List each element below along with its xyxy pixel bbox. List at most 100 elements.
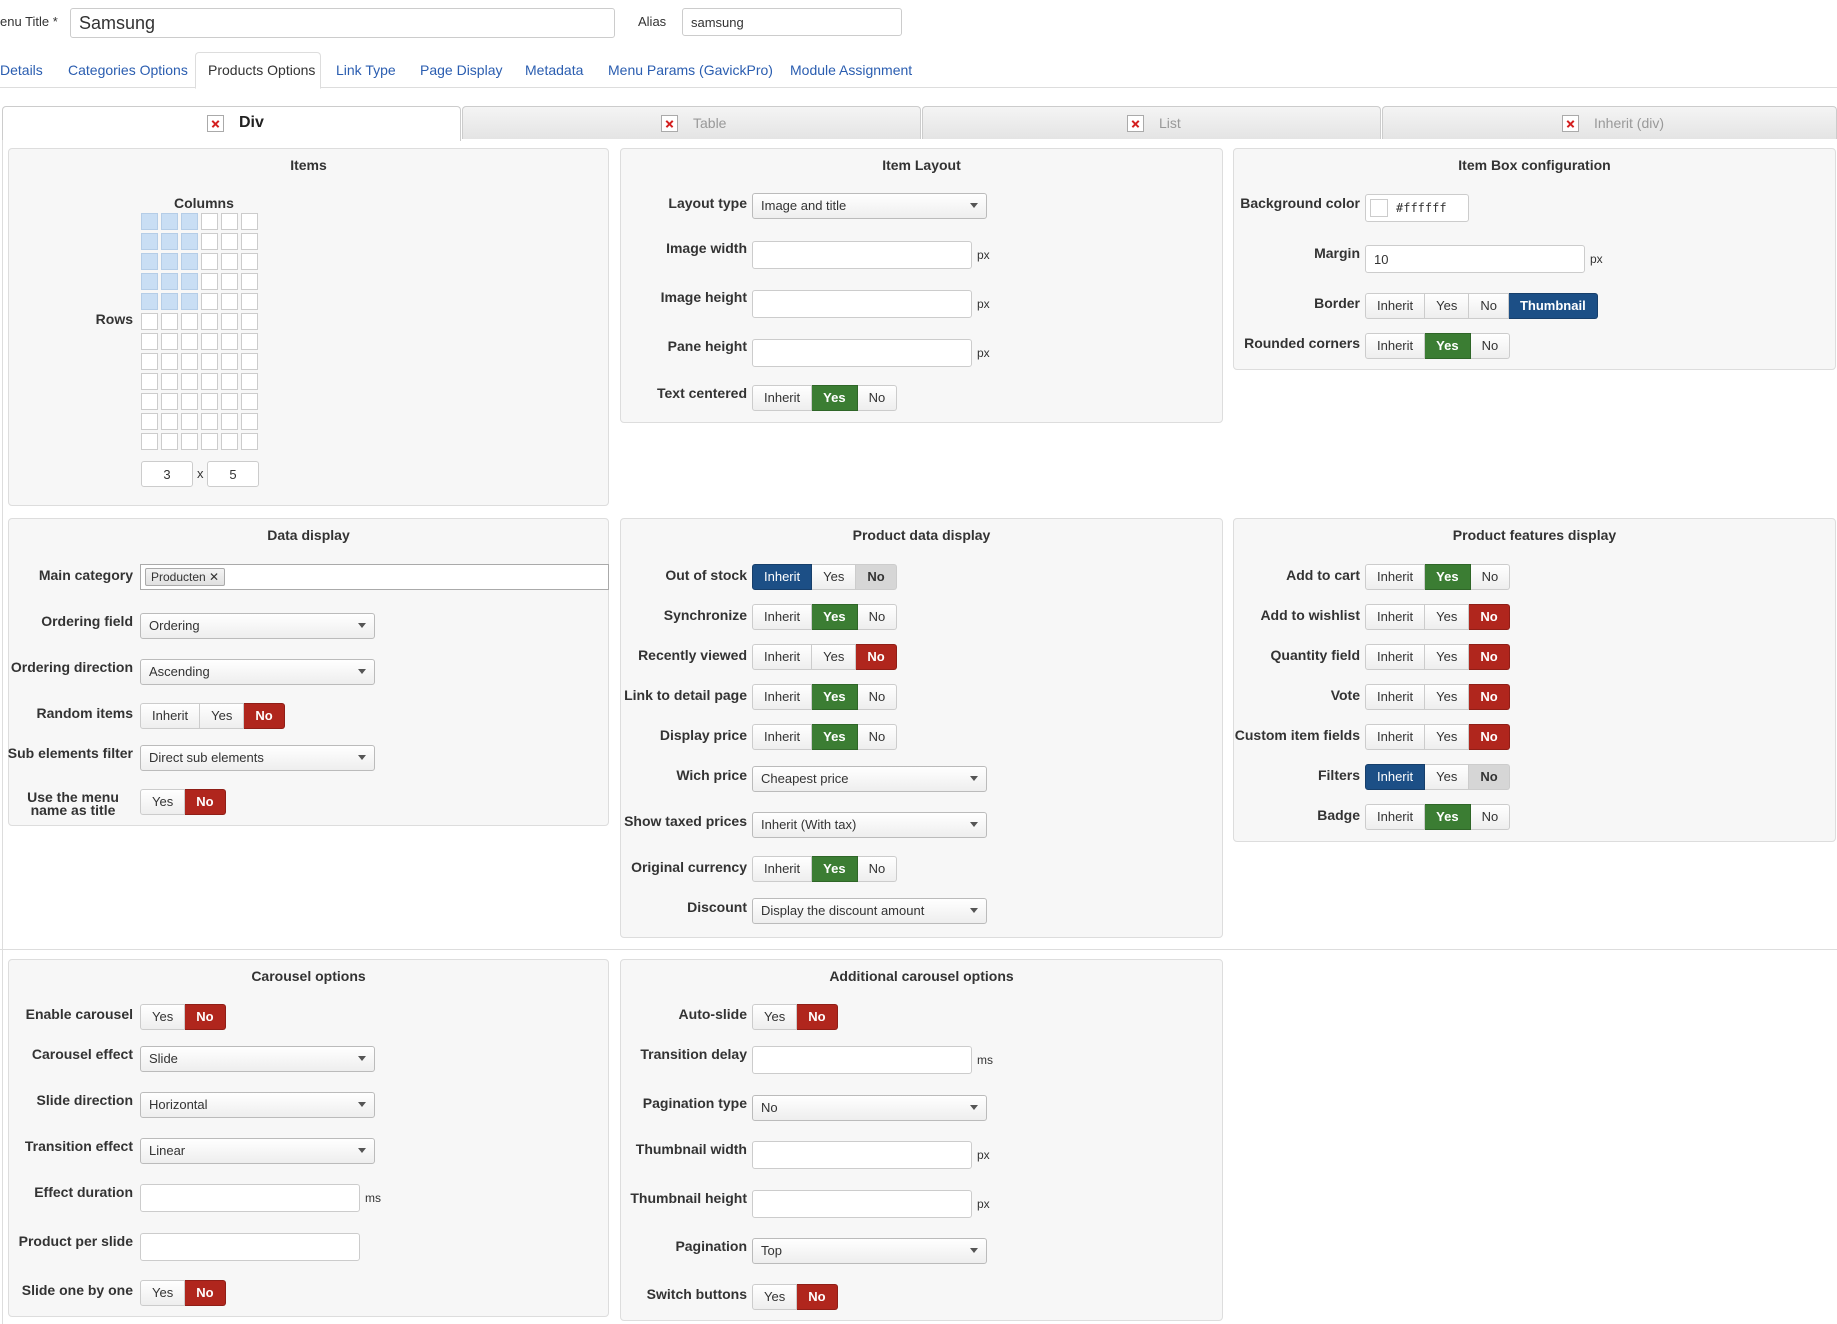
- grid-cell[interactable]: [141, 293, 158, 310]
- grid-cell[interactable]: [161, 273, 178, 290]
- transition-delay-input[interactable]: [752, 1046, 972, 1074]
- grid-cell[interactable]: [181, 273, 198, 290]
- ordering-field-select[interactable]: Ordering: [140, 613, 375, 639]
- grid-cell[interactable]: [241, 433, 258, 450]
- no-button[interactable]: No: [1469, 644, 1510, 670]
- grid-cell[interactable]: [141, 253, 158, 270]
- grid-cell[interactable]: [201, 353, 218, 370]
- inherit-button[interactable]: Inherit: [752, 564, 813, 590]
- recently-viewed-toggle[interactable]: Inherit Yes No: [752, 644, 897, 670]
- yes-button[interactable]: Yes: [1425, 293, 1470, 319]
- yes-button[interactable]: Yes: [812, 644, 857, 670]
- tab-metadata[interactable]: Metadata: [525, 62, 584, 78]
- no-button[interactable]: No: [1470, 564, 1511, 590]
- no-button[interactable]: No: [857, 724, 898, 750]
- grid-cell[interactable]: [181, 353, 198, 370]
- grid-cell[interactable]: [161, 433, 178, 450]
- grid-cell[interactable]: [221, 213, 238, 230]
- inherit-button[interactable]: Inherit: [140, 703, 201, 729]
- quantity-field-toggle[interactable]: Inherit Yes No: [1365, 644, 1510, 670]
- main-category-input[interactable]: Producten ✕: [140, 564, 609, 590]
- grid-cell[interactable]: [241, 293, 258, 310]
- inherit-button[interactable]: Inherit: [1365, 333, 1426, 359]
- grid-cell[interactable]: [141, 273, 158, 290]
- grid-cell[interactable]: [201, 293, 218, 310]
- grid-cell[interactable]: [141, 353, 158, 370]
- inherit-button[interactable]: Inherit: [752, 604, 813, 630]
- grid-cell[interactable]: [181, 253, 198, 270]
- layout-type-select[interactable]: Image and title: [752, 193, 987, 219]
- no-button[interactable]: No: [1470, 333, 1511, 359]
- grid-cell[interactable]: [221, 433, 238, 450]
- menu-title-input[interactable]: [70, 8, 615, 38]
- grid-cell[interactable]: [161, 373, 178, 390]
- grid-cell[interactable]: [221, 253, 238, 270]
- thumbnail-height-input[interactable]: [752, 1190, 972, 1218]
- no-button[interactable]: No: [185, 1004, 226, 1030]
- switch-buttons-toggle[interactable]: Yes No: [752, 1284, 838, 1310]
- grid-cell[interactable]: [181, 233, 198, 250]
- tab-module-assignment[interactable]: Module Assignment: [790, 62, 913, 78]
- original-currency-toggle[interactable]: Inherit Yes No: [752, 856, 898, 882]
- sub-elements-filter-select[interactable]: Direct sub elements: [140, 745, 375, 771]
- rounded-corners-toggle[interactable]: Inherit Yes No: [1365, 333, 1511, 359]
- transition-effect-select[interactable]: Linear: [140, 1138, 375, 1164]
- grid-cell[interactable]: [141, 393, 158, 410]
- yes-button[interactable]: Yes: [1425, 804, 1471, 830]
- no-button[interactable]: No: [857, 856, 898, 882]
- no-button[interactable]: No: [244, 703, 285, 729]
- yes-button[interactable]: Yes: [200, 703, 245, 729]
- items-grid[interactable]: [141, 213, 258, 450]
- inherit-button[interactable]: Inherit: [1365, 804, 1426, 830]
- category-chip[interactable]: Producten ✕: [145, 568, 226, 586]
- yes-button[interactable]: Yes: [1425, 333, 1471, 359]
- grid-cell[interactable]: [181, 393, 198, 410]
- close-icon[interactable]: ✕: [209, 570, 220, 584]
- grid-cell[interactable]: [141, 373, 158, 390]
- inherit-button[interactable]: Inherit: [1365, 604, 1426, 630]
- grid-cell[interactable]: [241, 413, 258, 430]
- grid-cell[interactable]: [241, 353, 258, 370]
- yes-button[interactable]: Yes: [1425, 644, 1470, 670]
- grid-cell[interactable]: [201, 213, 218, 230]
- grid-cell[interactable]: [161, 313, 178, 330]
- vote-toggle[interactable]: Inherit Yes No: [1365, 684, 1510, 710]
- grid-cell[interactable]: [141, 313, 158, 330]
- yes-button[interactable]: Yes: [140, 1004, 186, 1030]
- pagination-type-select[interactable]: No: [752, 1095, 987, 1121]
- yes-button[interactable]: Yes: [812, 724, 858, 750]
- no-button[interactable]: No: [857, 604, 898, 630]
- grid-cell[interactable]: [141, 413, 158, 430]
- grid-cell[interactable]: [181, 373, 198, 390]
- grid-cell[interactable]: [241, 373, 258, 390]
- grid-cell[interactable]: [181, 293, 198, 310]
- subtab-list[interactable]: List: [922, 106, 1381, 139]
- tab-menu-params[interactable]: Menu Params (GavickPro): [608, 62, 773, 78]
- subtab-inherit-div[interactable]: Inherit (div): [1382, 106, 1837, 139]
- grid-cell[interactable]: [161, 353, 178, 370]
- product-per-slide-input[interactable]: [140, 1233, 360, 1261]
- grid-cell[interactable]: [201, 273, 218, 290]
- grid-cell[interactable]: [181, 333, 198, 350]
- enable-carousel-toggle[interactable]: Yes No: [140, 1004, 226, 1030]
- inherit-button[interactable]: Inherit: [1365, 724, 1426, 750]
- inherit-button[interactable]: Inherit: [1365, 293, 1426, 319]
- grid-cell[interactable]: [141, 233, 158, 250]
- thumbnail-button[interactable]: Thumbnail: [1508, 293, 1598, 319]
- synchronize-toggle[interactable]: Inherit Yes No: [752, 604, 898, 630]
- grid-cell[interactable]: [221, 373, 238, 390]
- no-button[interactable]: No: [797, 1284, 838, 1310]
- no-button[interactable]: No: [1469, 724, 1510, 750]
- auto-slide-toggle[interactable]: Yes No: [752, 1004, 838, 1030]
- pagination-select[interactable]: Top: [752, 1238, 987, 1264]
- inherit-button[interactable]: Inherit: [1365, 564, 1426, 590]
- image-height-input[interactable]: [752, 290, 972, 318]
- grid-cell[interactable]: [141, 433, 158, 450]
- yes-button[interactable]: Yes: [1425, 764, 1470, 790]
- tab-page-display[interactable]: Page Display: [420, 62, 503, 78]
- thumbnail-width-input[interactable]: [752, 1141, 972, 1169]
- yes-button[interactable]: Yes: [812, 564, 857, 590]
- grid-cell[interactable]: [241, 273, 258, 290]
- display-price-toggle[interactable]: Inherit Yes No: [752, 724, 898, 750]
- grid-cell[interactable]: [141, 213, 158, 230]
